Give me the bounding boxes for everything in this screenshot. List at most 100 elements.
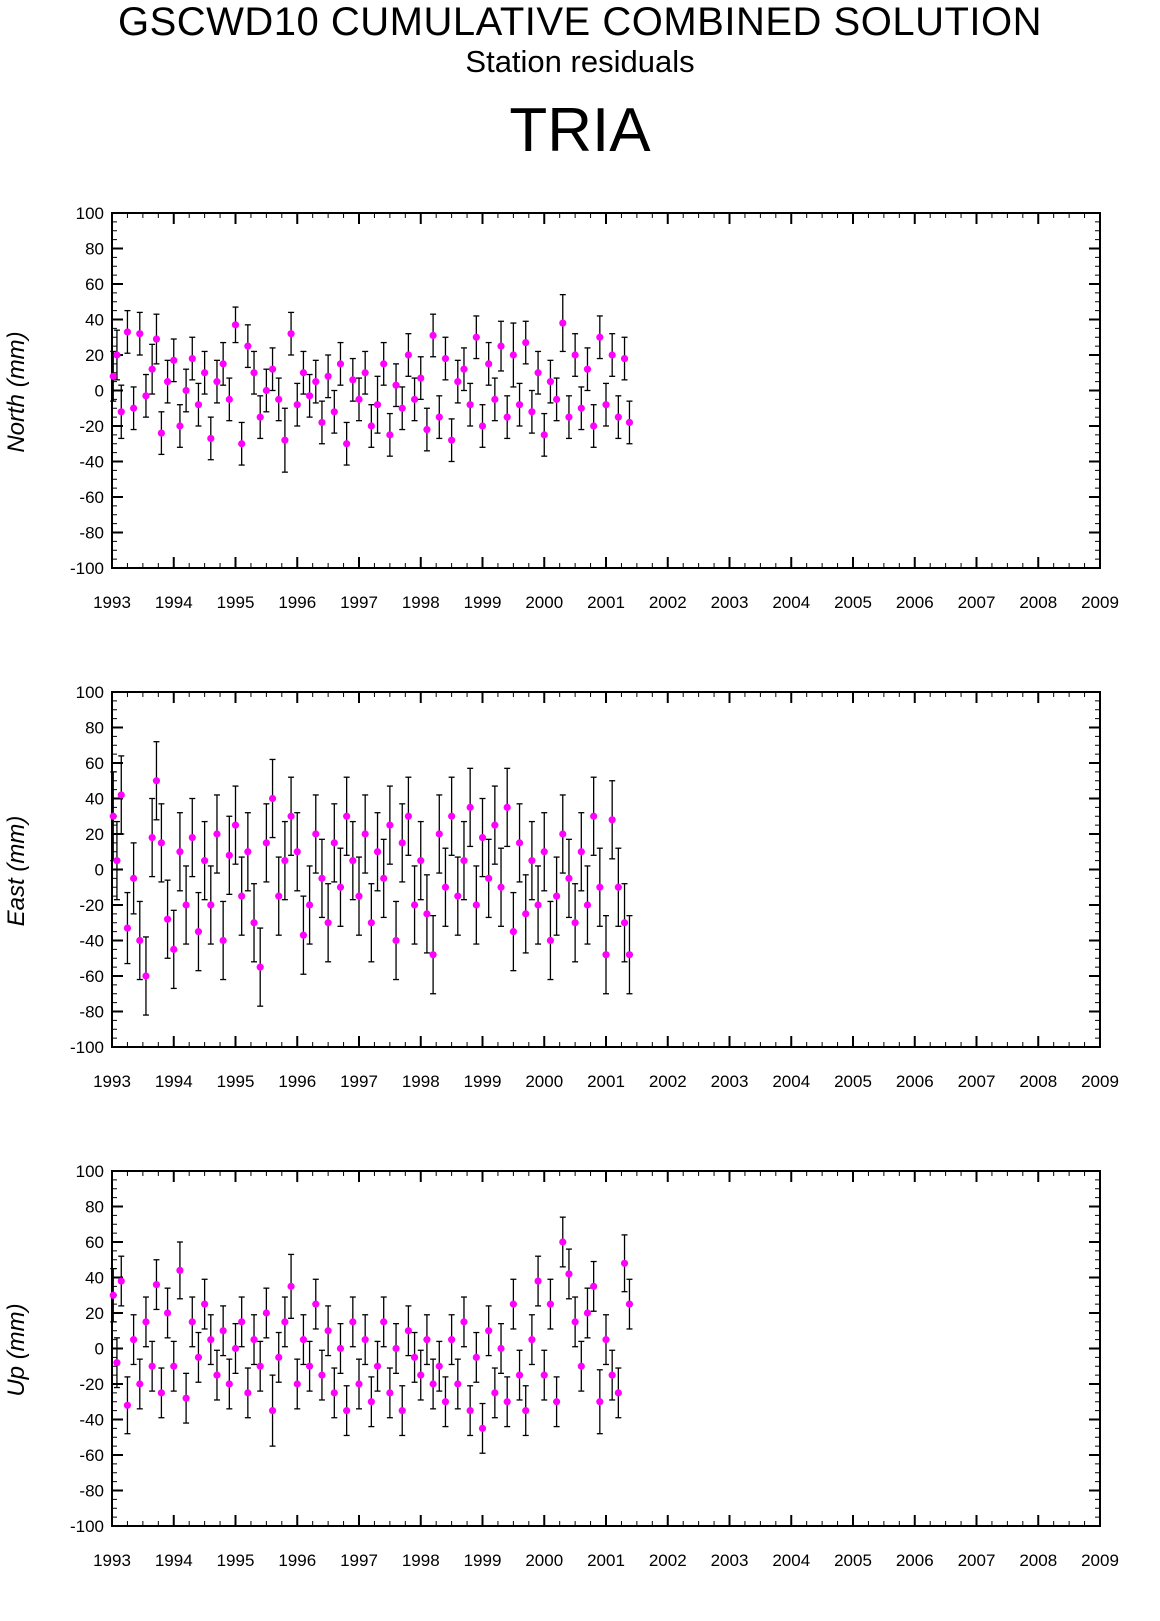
data-point <box>435 830 443 838</box>
data-point <box>231 821 240 829</box>
data-point <box>497 342 505 350</box>
data-point <box>373 848 382 856</box>
data-point <box>262 1309 270 1317</box>
data-point <box>497 883 505 891</box>
data-point <box>602 1336 610 1344</box>
y-tick-label: -40 <box>79 1411 104 1430</box>
data-point <box>299 369 308 377</box>
data-point <box>287 330 295 338</box>
data-point <box>497 1344 505 1353</box>
data-point <box>136 1380 144 1388</box>
data-point <box>583 901 592 909</box>
x-tick-label: 2007 <box>958 1072 996 1091</box>
data-point <box>213 830 221 838</box>
data-point <box>142 972 150 980</box>
y-tick-label: 40 <box>85 311 104 330</box>
data-point <box>130 1336 138 1344</box>
data-point <box>577 404 585 412</box>
data-point <box>540 848 548 856</box>
x-tick-label: 2000 <box>525 1551 563 1570</box>
data-point <box>318 418 326 427</box>
x-tick-label: 1998 <box>402 1551 440 1570</box>
data-point <box>201 1300 209 1308</box>
data-point <box>478 422 487 430</box>
data-point <box>398 1407 406 1415</box>
data-point <box>441 354 450 363</box>
data-point <box>136 330 144 338</box>
data-point <box>256 413 264 421</box>
data-point <box>522 338 530 347</box>
station-name: TRIA <box>509 96 651 165</box>
x-tick-label: 2002 <box>649 1072 687 1091</box>
x-tick-label: 2001 <box>587 1072 625 1091</box>
data-point <box>157 429 165 437</box>
data-point <box>117 1277 125 1285</box>
data-point <box>392 936 400 945</box>
data-point <box>565 413 573 421</box>
data-point <box>410 901 419 909</box>
data-point <box>182 386 190 395</box>
y-tick-label: 0 <box>95 861 104 880</box>
data-point <box>324 372 332 380</box>
x-tick-label: 2004 <box>772 1072 810 1091</box>
data-point <box>625 951 634 959</box>
data-point <box>113 351 121 359</box>
data-point <box>553 892 561 900</box>
data-point <box>367 1398 375 1406</box>
data-point <box>410 1353 419 1361</box>
data-point <box>583 1309 592 1317</box>
data-point <box>330 408 338 416</box>
data-point <box>109 812 117 820</box>
data-point <box>466 1407 474 1415</box>
data-point <box>602 951 610 959</box>
data-point <box>336 360 345 368</box>
data-point <box>318 874 326 882</box>
y-tick-label: 0 <box>95 1340 104 1359</box>
data-point <box>318 1371 326 1379</box>
data-point <box>152 1281 161 1289</box>
data-point <box>577 848 585 856</box>
data-point <box>113 857 121 865</box>
data-point <box>441 883 450 891</box>
data-point <box>596 333 604 341</box>
y-axis-label: North (mm) <box>3 331 30 452</box>
x-tick-label: 2001 <box>587 1551 625 1570</box>
data-point <box>355 395 363 403</box>
data-point <box>130 874 138 882</box>
data-point <box>256 963 264 971</box>
data-point <box>423 425 431 434</box>
data-point <box>163 915 172 923</box>
x-tick-label: 2003 <box>711 1551 749 1570</box>
data-point <box>148 1362 156 1370</box>
data-point <box>306 392 314 400</box>
x-tick-label: 1996 <box>278 1072 316 1091</box>
data-point <box>219 360 227 368</box>
data-point <box>207 1336 215 1344</box>
data-point <box>367 919 375 927</box>
data-point <box>528 408 536 416</box>
x-tick-label: 1997 <box>340 593 378 612</box>
data-point <box>117 791 125 799</box>
data-point <box>460 857 468 865</box>
y-tick-label: -100 <box>70 559 104 578</box>
data-point <box>485 1327 493 1335</box>
data-point <box>293 401 301 409</box>
data-point <box>231 1344 240 1353</box>
data-point <box>361 1336 369 1344</box>
data-point <box>136 936 144 945</box>
data-point <box>238 440 246 448</box>
y-tick-label: -20 <box>79 1375 104 1394</box>
y-tick-label: 100 <box>76 204 104 223</box>
x-tick-label: 2005 <box>834 593 872 612</box>
data-point <box>163 1309 172 1317</box>
data-point <box>509 1300 517 1308</box>
x-tick-label: 1993 <box>93 1072 131 1091</box>
y-tick-label: -20 <box>79 896 104 915</box>
data-point <box>404 1327 412 1335</box>
data-point <box>188 1318 196 1326</box>
x-tick-label: 2002 <box>649 1551 687 1570</box>
data-point <box>148 365 156 373</box>
x-tick-label: 2009 <box>1081 593 1119 612</box>
data-point <box>194 1353 203 1361</box>
